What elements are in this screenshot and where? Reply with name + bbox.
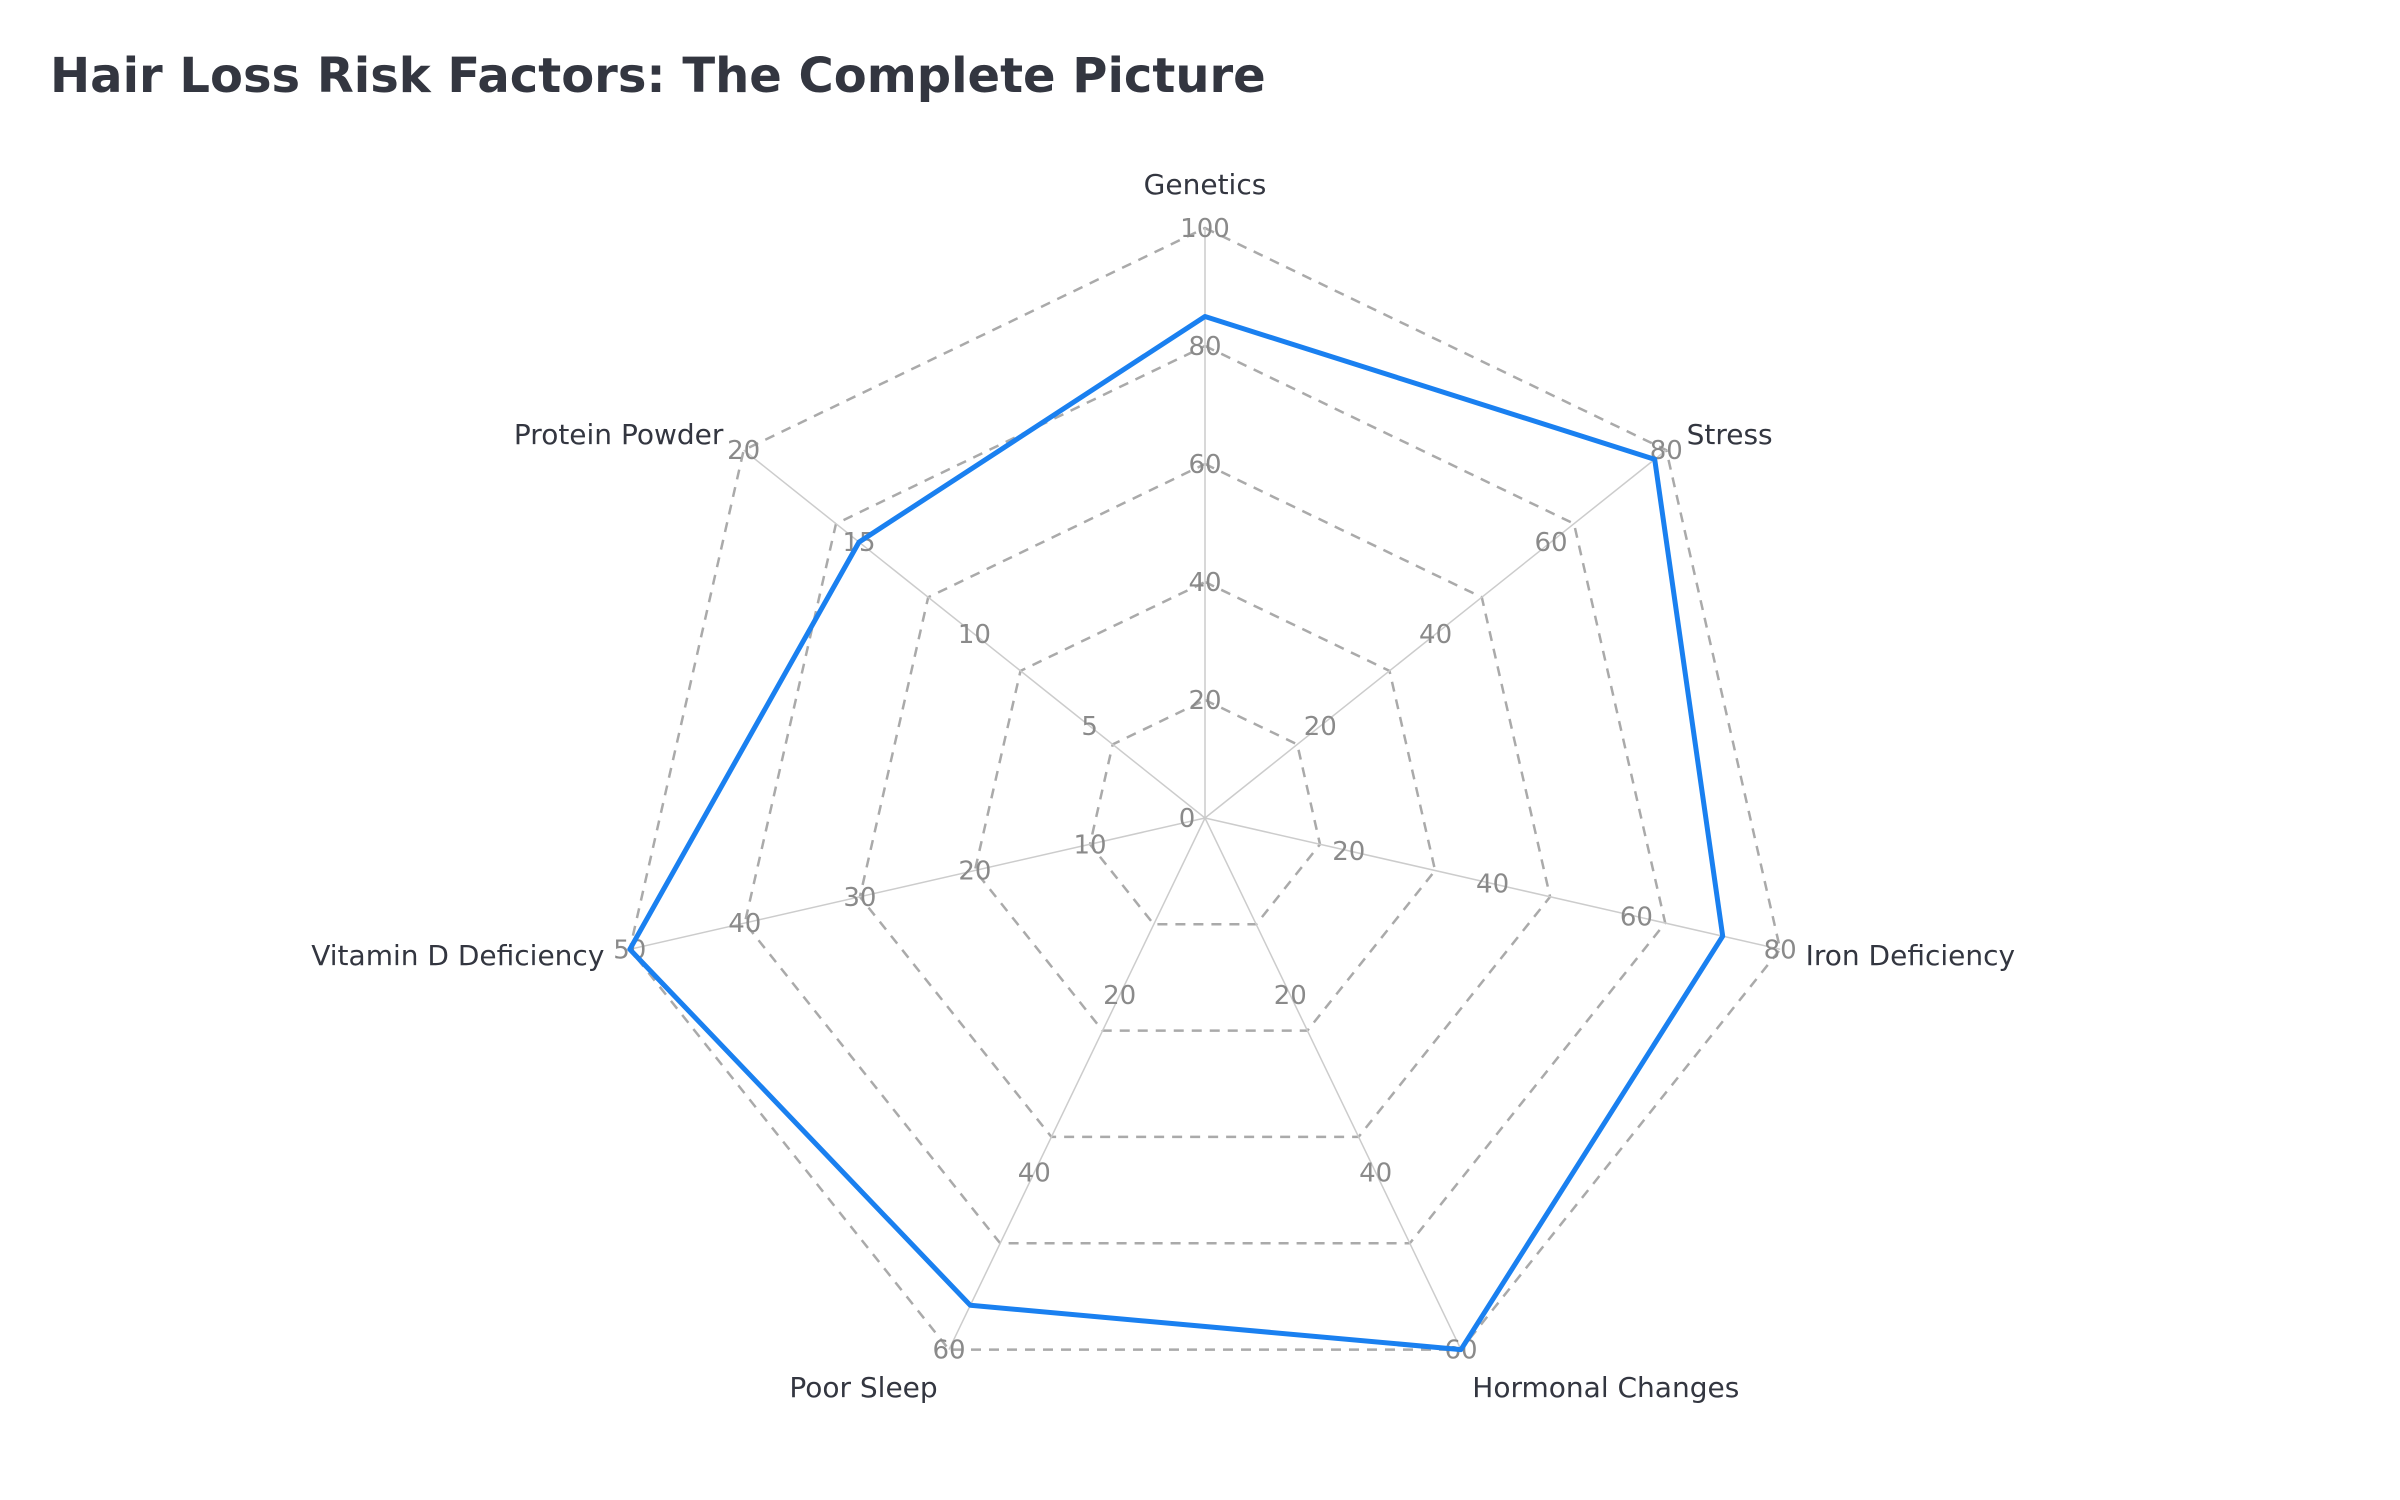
grid-ring [1088, 698, 1322, 926]
tick-label: 60 [1188, 450, 1221, 480]
tick-label: 80 [1188, 332, 1221, 362]
tick-label: 10 [958, 620, 991, 650]
grid-ring [628, 226, 1782, 1351]
axis-name: Protein Powder [514, 418, 724, 451]
tick-label: 0 [1179, 804, 1196, 834]
axis-spoke [1204, 817, 1781, 951]
axis-name: Poor Sleep [789, 1371, 937, 1404]
tick-label: 20 [1103, 981, 1136, 1011]
tick-label: 60 [932, 1336, 965, 1366]
tick-label: 40 [1476, 870, 1509, 900]
tick-label: 60 [1620, 903, 1653, 933]
axis-spoke [1204, 449, 1667, 819]
axis-name: Genetics [1144, 168, 1267, 201]
axis-name: Hormonal Changes [1472, 1371, 1739, 1404]
tick-label: 20 [1274, 981, 1307, 1011]
tick-label: 40 [1018, 1158, 1051, 1188]
tick-label: 20 [958, 857, 991, 887]
tick-label: 40 [728, 909, 761, 939]
axis-spoke [629, 817, 1206, 951]
axis-name: Stress [1687, 418, 1773, 451]
tick-label: 40 [1188, 568, 1221, 598]
grid-ring [743, 344, 1667, 1245]
tick-label: 20 [727, 436, 760, 466]
axis-spoke [743, 449, 1206, 819]
grid-ring [973, 580, 1437, 1032]
tick-label: 20 [1304, 712, 1337, 742]
tick-label: 40 [1419, 620, 1452, 650]
tick-label: 20 [1188, 686, 1221, 716]
data-series-line [627, 314, 1726, 1353]
tick-label: 20 [1332, 837, 1365, 867]
tick-label: 80 [1764, 935, 1797, 965]
tick-label: 60 [1534, 528, 1567, 558]
axis-spoke [948, 817, 1206, 1350]
tick-label: 100 [1180, 214, 1230, 244]
axis-spoke [1204, 817, 1462, 1350]
axis-name: Vitamin D Deficiency [311, 939, 604, 972]
chart-title: Hair Loss Risk Factors: The Complete Pic… [50, 48, 1266, 104]
grid-ring [858, 462, 1552, 1139]
tick-label: 30 [843, 883, 876, 913]
tick-label: 40 [1359, 1158, 1392, 1188]
axis-name: Iron Deficiency [1806, 939, 2015, 972]
tick-label: 10 [1073, 830, 1106, 860]
tick-label: 5 [1081, 712, 1098, 742]
